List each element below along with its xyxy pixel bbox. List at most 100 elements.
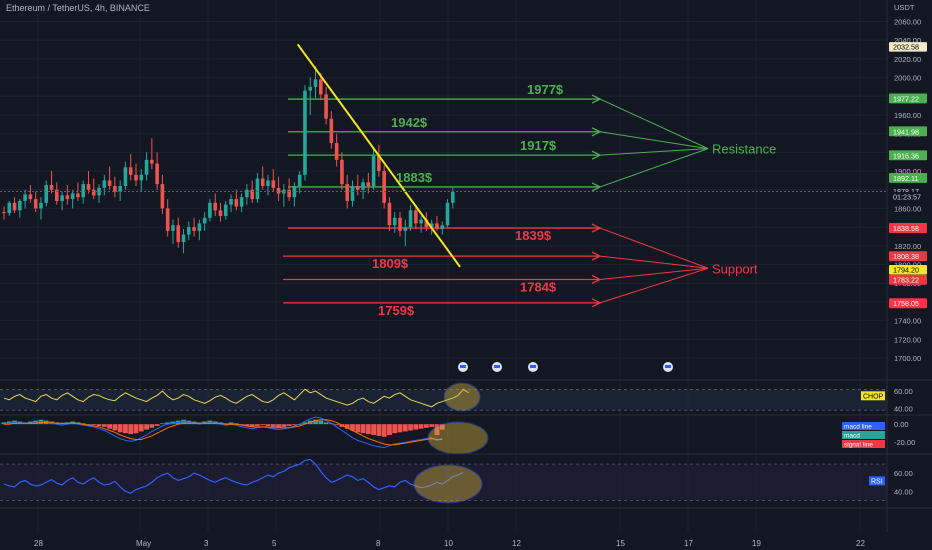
candle-body	[60, 195, 64, 201]
macd-histogram-bar	[96, 424, 102, 426]
candle-body	[392, 217, 397, 226]
macd-tick-label: 0.00	[894, 420, 909, 429]
candle-body	[23, 194, 27, 201]
candle-body	[18, 200, 22, 211]
macd-legend-box	[842, 440, 885, 448]
price-tag-text: 1878.17	[893, 187, 919, 196]
candle-body	[12, 202, 17, 211]
candle-body	[382, 171, 386, 203]
candle-body	[260, 178, 265, 186]
candle-body	[139, 174, 144, 181]
macd-histogram-bar	[276, 424, 281, 428]
candle-body	[70, 193, 75, 200]
price-tick-label: 2040.00	[894, 36, 921, 45]
chop-label-box	[861, 391, 885, 401]
macd-histogram-bar	[112, 424, 118, 431]
macd-histogram-bar	[249, 424, 255, 427]
price-tick-label: 2020.00	[894, 55, 921, 64]
candle-body	[208, 202, 212, 218]
candle-body	[308, 86, 313, 91]
price-tick-label: 2000.00	[894, 74, 921, 83]
event-flag-mark	[530, 365, 536, 368]
downtrend-line	[296, 43, 461, 268]
price-tag-box	[889, 191, 927, 202]
macd-histogram-bar	[302, 422, 308, 425]
time-axis-label: 17	[684, 539, 693, 548]
macd-histogram-bar	[286, 424, 292, 426]
macd-histogram-bar	[413, 424, 419, 430]
candle-body	[171, 225, 175, 231]
candle-body	[86, 184, 91, 190]
price-tag-text: 1758.05	[893, 299, 919, 308]
currency-label: USDT	[894, 3, 915, 12]
macd-legend-box	[842, 422, 885, 430]
chop-tick-label: 60.00	[894, 387, 913, 396]
macd-histogram-bar	[107, 424, 112, 429]
price-tag-text: 2032.58	[893, 43, 919, 52]
macd-histogram-bar	[424, 424, 429, 428]
candle-body	[282, 189, 286, 194]
candle-body	[276, 187, 281, 194]
macd-histogram-bar	[318, 420, 324, 425]
price-tag-text: 1941.98	[893, 127, 919, 136]
rsi-label: RSI	[871, 478, 883, 485]
candle-body	[44, 185, 49, 203]
macd-legend-text: signal line	[844, 442, 873, 449]
support-text: Support	[712, 261, 758, 276]
price-tag-text: 1838.58	[893, 224, 919, 233]
candle-body	[2, 212, 6, 214]
price-tag-box	[889, 251, 927, 262]
support-pointer-line	[599, 267, 709, 304]
price-tag-box	[889, 298, 927, 309]
candle-body	[91, 189, 96, 196]
candle-body	[197, 223, 202, 231]
macd-histogram-bar	[402, 424, 408, 432]
candle-body	[102, 180, 107, 188]
macd-legend-text: macd line	[844, 424, 872, 431]
macd-histogram-bar	[408, 424, 413, 431]
candle-body	[319, 79, 323, 95]
candle-body	[345, 184, 349, 201]
symbol-title: Ethereum / TetherUS, 4h, BINANCE	[6, 3, 150, 13]
candle-body	[192, 227, 196, 231]
resistance-level-label: 1883$	[396, 170, 433, 185]
rsi-label-box	[869, 476, 885, 486]
candle-body	[81, 184, 85, 198]
chop-band	[0, 389, 887, 411]
candle-body	[49, 185, 54, 190]
price-tick-label: 2060.00	[894, 17, 921, 26]
candle-body	[28, 194, 33, 200]
candle-body	[424, 219, 429, 228]
time-axis-label: 12	[512, 539, 521, 548]
macd-histogram-bar	[244, 424, 250, 426]
candle-body	[144, 159, 149, 175]
price-tick-label: 1900.00	[894, 167, 921, 176]
price-tick-label: 1960.00	[894, 111, 921, 120]
rsi-band	[0, 464, 887, 501]
candle-body	[176, 225, 181, 243]
candle-body	[292, 186, 297, 198]
candle-body	[287, 189, 291, 198]
rsi-line	[3, 458, 464, 494]
macd-legend-text: macd	[844, 433, 860, 440]
time-axis-label: May	[136, 539, 151, 548]
candle-body	[445, 202, 450, 226]
event-flag-mark	[460, 365, 466, 368]
resistance-level-label: 1977$	[527, 82, 564, 97]
candle-body	[313, 79, 318, 87]
candle-body	[218, 210, 223, 216]
time-axis-label: 19	[752, 539, 761, 548]
support-pointer-line	[599, 255, 709, 269]
candle-body	[414, 210, 418, 224]
macd-histogram-bar	[334, 424, 340, 426]
macd-histogram-bar	[344, 424, 350, 429]
macd-histogram-bar	[1, 422, 7, 425]
candle-body	[266, 180, 270, 186]
macd-histogram-bar	[117, 424, 123, 433]
macd-histogram-bar	[360, 424, 366, 434]
rsi-tick-label: 40.00	[894, 487, 913, 496]
candle-body	[76, 193, 80, 198]
candle-body	[255, 178, 260, 200]
